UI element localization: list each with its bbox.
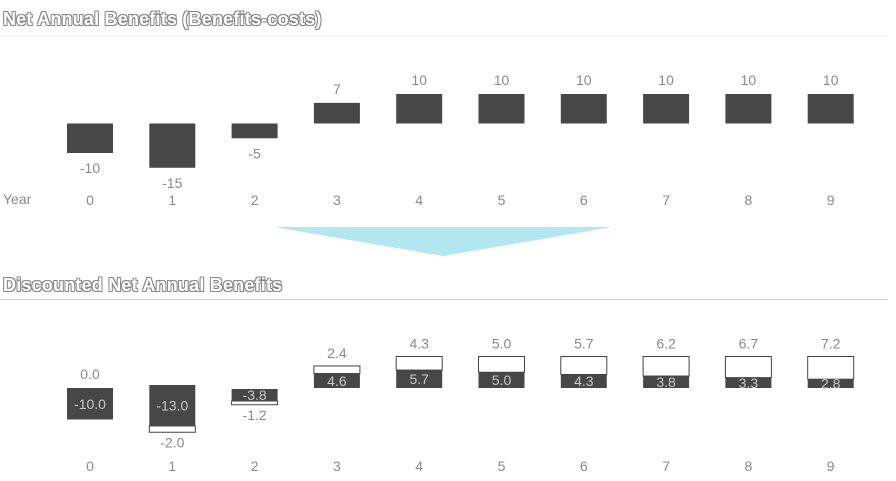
discount-loss-label: 6.7: [739, 336, 759, 352]
discounted-value-label: 5.0: [492, 372, 512, 388]
discounted-value-label: -13.0: [156, 397, 188, 413]
year-tick-label: 1: [168, 192, 176, 208]
discount-loss-label: 5.0: [492, 336, 512, 352]
discount-loss-bar: [560, 356, 608, 375]
discount-loss-bar: [478, 356, 525, 373]
discounted-benefit-bar: [560, 374, 607, 388]
year-tick-label: 7: [662, 192, 670, 208]
net-benefit-value-label: 10: [658, 72, 674, 88]
chart-title-discounted-net-benefits: Discounted Net Annual Benefits: [3, 275, 283, 295]
year-tick-label: 4: [415, 458, 423, 474]
discounted-benefit-bar: [478, 372, 525, 388]
discounted-value-label: -3.8: [243, 387, 267, 403]
year-tick-label: 6: [580, 192, 588, 208]
discount-loss-label: 4.3: [409, 336, 429, 352]
discounted-benefit-bar: [725, 377, 772, 388]
divider-bottom: [0, 299, 888, 300]
discount-loss-label: 7.2: [821, 336, 841, 352]
year-tick-label: 2: [251, 458, 259, 474]
year-tick-label: 9: [827, 458, 835, 474]
divider-top: [0, 36, 888, 37]
discount-loss-label: 2.4: [327, 345, 347, 361]
net-benefit-bar: [313, 102, 360, 124]
year-tick-label: 3: [333, 192, 341, 208]
discounted-value-label: 2.8: [821, 376, 841, 392]
year-tick-label: 8: [745, 192, 753, 208]
net-benefit-value-label: 7: [333, 81, 341, 97]
x-axis-label: Year: [3, 191, 32, 207]
year-tick-label: 8: [745, 458, 753, 474]
discount-loss-label: 0.0: [80, 366, 100, 382]
discounted-benefit-bar: [313, 373, 360, 388]
discounted-benefit-bar: [807, 379, 854, 388]
discount-loss-bar: [148, 425, 196, 433]
discounted-value-label: 3.8: [656, 374, 676, 390]
net-benefit-value-label: 10: [494, 72, 510, 88]
down-arrow: [274, 227, 612, 256]
net-benefit-bar: [643, 94, 690, 124]
year-tick-label: 4: [415, 192, 423, 208]
net-benefit-bar: [231, 123, 278, 139]
discounted-benefit-bar: [231, 389, 278, 401]
discount-loss-label: -2.0: [160, 434, 184, 450]
discounted-value-label: 3.3: [739, 375, 759, 391]
discounted-value-label: 5.7: [409, 371, 429, 387]
net-benefit-value-label: -10: [80, 160, 100, 176]
net-benefit-value-label: 10: [823, 72, 839, 88]
discounted-value-label: 4.6: [327, 373, 347, 389]
net-benefit-value-label: 10: [576, 72, 592, 88]
discount-loss-label: 5.7: [574, 336, 594, 352]
net-benefit-value-label: -5: [248, 145, 261, 161]
discounted-benefit-bar: [67, 388, 113, 420]
net-benefit-bar: [478, 94, 525, 124]
chart-title-net-annual-benefits: Net Annual Benefits (Benefits-costs): [3, 9, 322, 29]
net-benefit-bar: [396, 94, 443, 124]
year-tick-label: 6: [580, 458, 588, 474]
net-benefit-bar: [725, 94, 772, 124]
year-tick-label: 5: [498, 458, 506, 474]
net-benefit-bar: [807, 94, 854, 124]
net-benefit-value-label: 10: [411, 72, 427, 88]
year-tick-label: 9: [827, 192, 835, 208]
net-benefit-bar: [67, 123, 113, 153]
year-tick-label: 2: [251, 192, 259, 208]
net-benefit-bar: [560, 94, 607, 124]
discounted-benefit-bar: [149, 385, 196, 426]
net-benefit-bar: [149, 123, 196, 168]
net-benefit-value-label: -15: [162, 175, 182, 191]
year-tick-label: 7: [662, 458, 670, 474]
discount-loss-bar: [395, 356, 443, 371]
discounted-benefit-bar: [643, 376, 690, 388]
year-tick-label: 1: [168, 458, 176, 474]
year-tick-label: 3: [333, 458, 341, 474]
net-benefit-value-label: 10: [741, 72, 757, 88]
discounted-value-label: -10.0: [74, 396, 106, 412]
year-tick-label: 5: [498, 192, 506, 208]
discounted-value-label: 4.3: [574, 373, 594, 389]
discount-loss-label: -1.2: [243, 407, 267, 423]
year-tick-label: 0: [86, 458, 94, 474]
year-tick-label: 0: [86, 192, 94, 208]
discounted-benefit-bar: [396, 370, 443, 388]
discount-loss-label: 6.2: [656, 336, 676, 352]
